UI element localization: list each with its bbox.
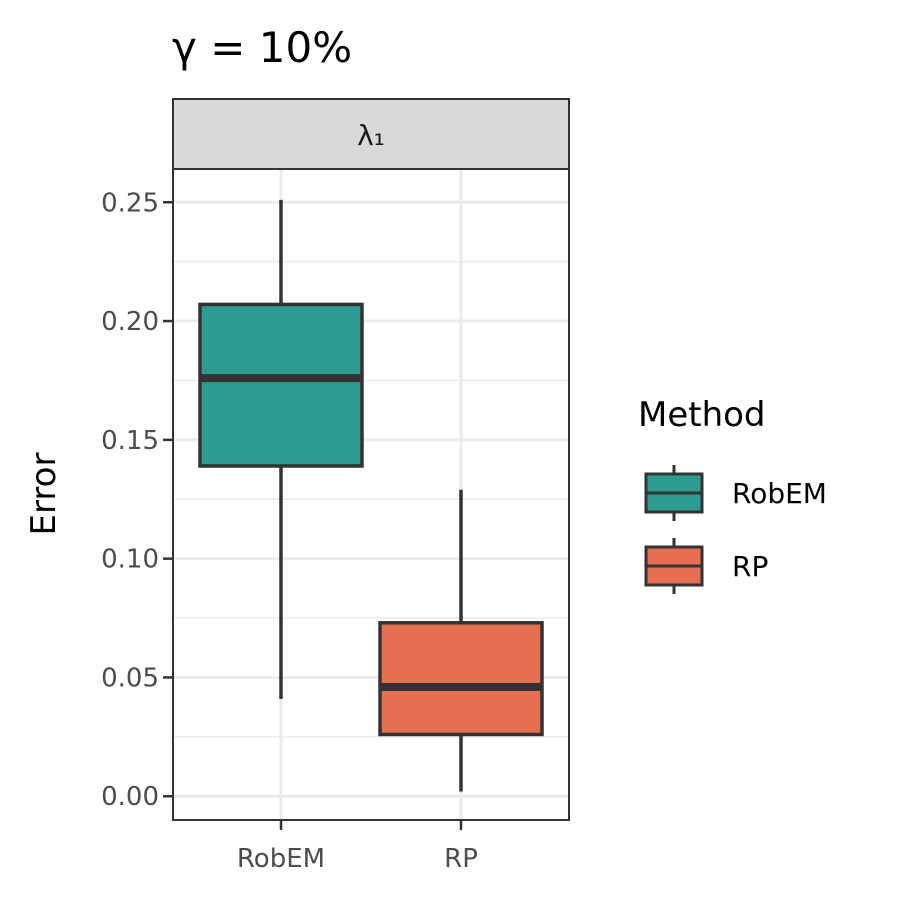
x-axis: RobEM RP bbox=[237, 820, 478, 874]
legend-item-rp: RP bbox=[644, 538, 768, 594]
facet-strip bbox=[172, 98, 570, 170]
legend-label: RobEM bbox=[732, 477, 827, 510]
box-robem bbox=[198, 199, 364, 699]
plot-panel bbox=[172, 168, 570, 821]
legend-title: Method bbox=[638, 395, 766, 435]
box-layer bbox=[198, 199, 544, 792]
facet-strip-label: λ₁ bbox=[357, 119, 385, 152]
box-rp bbox=[378, 489, 544, 792]
y-axis-title: Error bbox=[24, 453, 64, 536]
y-tick-label: 0.25 bbox=[101, 188, 159, 218]
chart-title: γ = 10% bbox=[172, 23, 352, 72]
y-tick-label: 0.15 bbox=[101, 426, 159, 456]
y-tick-label: 0.20 bbox=[101, 307, 159, 337]
panel-border bbox=[172, 168, 570, 821]
legend-label: RP bbox=[732, 550, 768, 583]
iqr-box bbox=[378, 621, 544, 737]
y-tick-label: 0.05 bbox=[101, 663, 159, 693]
y-tick-label: 0.10 bbox=[101, 545, 159, 575]
iqr-box bbox=[198, 302, 364, 468]
y-axis: 0.00 0.05 0.10 0.15 0.20 0.25 bbox=[101, 188, 173, 812]
legend-item-robem: RobEM bbox=[644, 465, 827, 521]
legend: Method RobEM RP bbox=[638, 395, 827, 594]
y-tick-label: 0.00 bbox=[101, 782, 159, 812]
x-tick-label: RP bbox=[444, 844, 478, 874]
x-tick-label: RobEM bbox=[237, 844, 325, 874]
